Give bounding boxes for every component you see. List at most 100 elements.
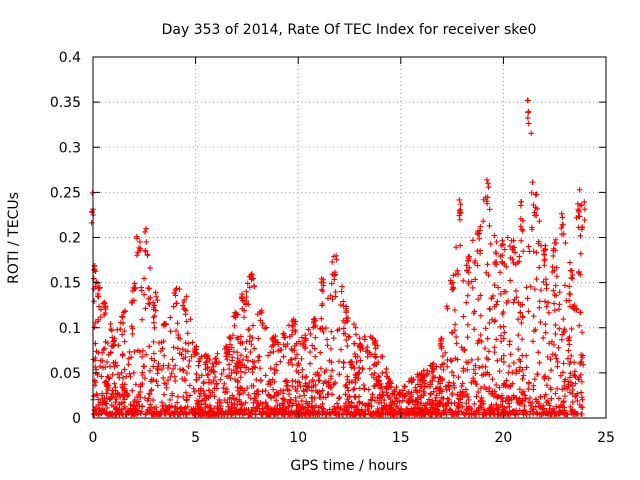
data-point (299, 403, 306, 410)
data-point (215, 411, 222, 417)
data-point (546, 310, 552, 316)
data-point (303, 373, 310, 380)
data-point (211, 369, 218, 375)
data-point (449, 390, 455, 396)
data-point (554, 264, 560, 271)
data-point (526, 399, 532, 405)
data-point (183, 293, 190, 300)
data-point (180, 367, 187, 374)
data-point (307, 331, 314, 337)
data-point (187, 382, 193, 389)
axis-ticks (92, 56, 607, 419)
data-point (498, 338, 505, 345)
data-point (257, 365, 263, 372)
data-point (252, 395, 259, 401)
data-point (561, 383, 568, 389)
data-point (560, 399, 567, 405)
data-point (231, 322, 238, 329)
data-point (121, 328, 128, 334)
data-point (431, 388, 437, 395)
data-point (407, 407, 413, 414)
data-point (130, 402, 137, 409)
data-point (486, 305, 493, 312)
data-point (335, 404, 342, 411)
data-point (355, 375, 362, 382)
data-point (292, 321, 298, 327)
data-point (192, 349, 198, 355)
data-point (151, 313, 158, 319)
data-point (232, 407, 239, 413)
data-point (489, 390, 496, 397)
data-point (117, 326, 124, 333)
data-point (329, 259, 336, 265)
data-point (102, 364, 109, 370)
data-point (109, 410, 116, 417)
data-point (194, 397, 200, 404)
data-point (242, 346, 249, 353)
data-point (311, 395, 318, 401)
data-point (356, 335, 363, 341)
data-point (568, 353, 574, 359)
data-point (184, 370, 190, 376)
data-point (233, 360, 240, 367)
data-point (295, 401, 302, 408)
data-point (131, 297, 137, 304)
data-point (214, 405, 221, 411)
data-point (555, 345, 562, 351)
data-point (546, 402, 553, 409)
data-point (501, 288, 508, 295)
data-point (510, 237, 517, 244)
data-point (189, 339, 196, 346)
data-point (153, 378, 160, 384)
data-point (120, 411, 126, 418)
data-point (251, 345, 257, 352)
data-point (250, 383, 257, 389)
data-point (161, 403, 167, 409)
data-point (151, 350, 157, 357)
data-point (464, 292, 471, 299)
data-point (144, 397, 151, 404)
data-point (485, 180, 491, 187)
data-point (344, 343, 351, 349)
data-point (223, 343, 229, 350)
data-point (187, 316, 194, 322)
y-tick-label: 0.1 (59, 321, 81, 337)
data-point (390, 406, 397, 413)
x-tick-label: 20 (494, 430, 512, 446)
data-point (454, 356, 461, 363)
data-point (289, 327, 296, 334)
data-point (280, 342, 287, 348)
data-point (420, 409, 427, 416)
data-point (89, 190, 96, 196)
data-point (165, 362, 172, 369)
data-point (146, 343, 153, 350)
data-point (520, 248, 527, 254)
data-point (146, 285, 153, 292)
data-point (378, 400, 385, 406)
data-point (569, 272, 576, 278)
y-tick-label: 0.4 (59, 50, 81, 66)
data-point (141, 291, 147, 298)
data-point (154, 370, 161, 377)
data-point (513, 396, 520, 402)
data-point (501, 329, 508, 336)
data-point (568, 379, 574, 386)
data-point (111, 337, 117, 344)
data-point (567, 404, 574, 410)
data-point (172, 405, 179, 411)
data-point (478, 402, 484, 409)
data-point (542, 256, 548, 263)
data-point (493, 250, 500, 257)
data-point (228, 370, 235, 376)
data-point (346, 394, 353, 400)
data-point (258, 378, 264, 384)
data-point (523, 364, 530, 371)
data-point (478, 338, 485, 345)
data-point (280, 331, 287, 337)
data-point (252, 364, 258, 371)
data-point (159, 366, 165, 372)
data-point (259, 320, 266, 327)
data-point (518, 237, 524, 244)
data-point (340, 359, 347, 366)
data-point (104, 382, 110, 388)
